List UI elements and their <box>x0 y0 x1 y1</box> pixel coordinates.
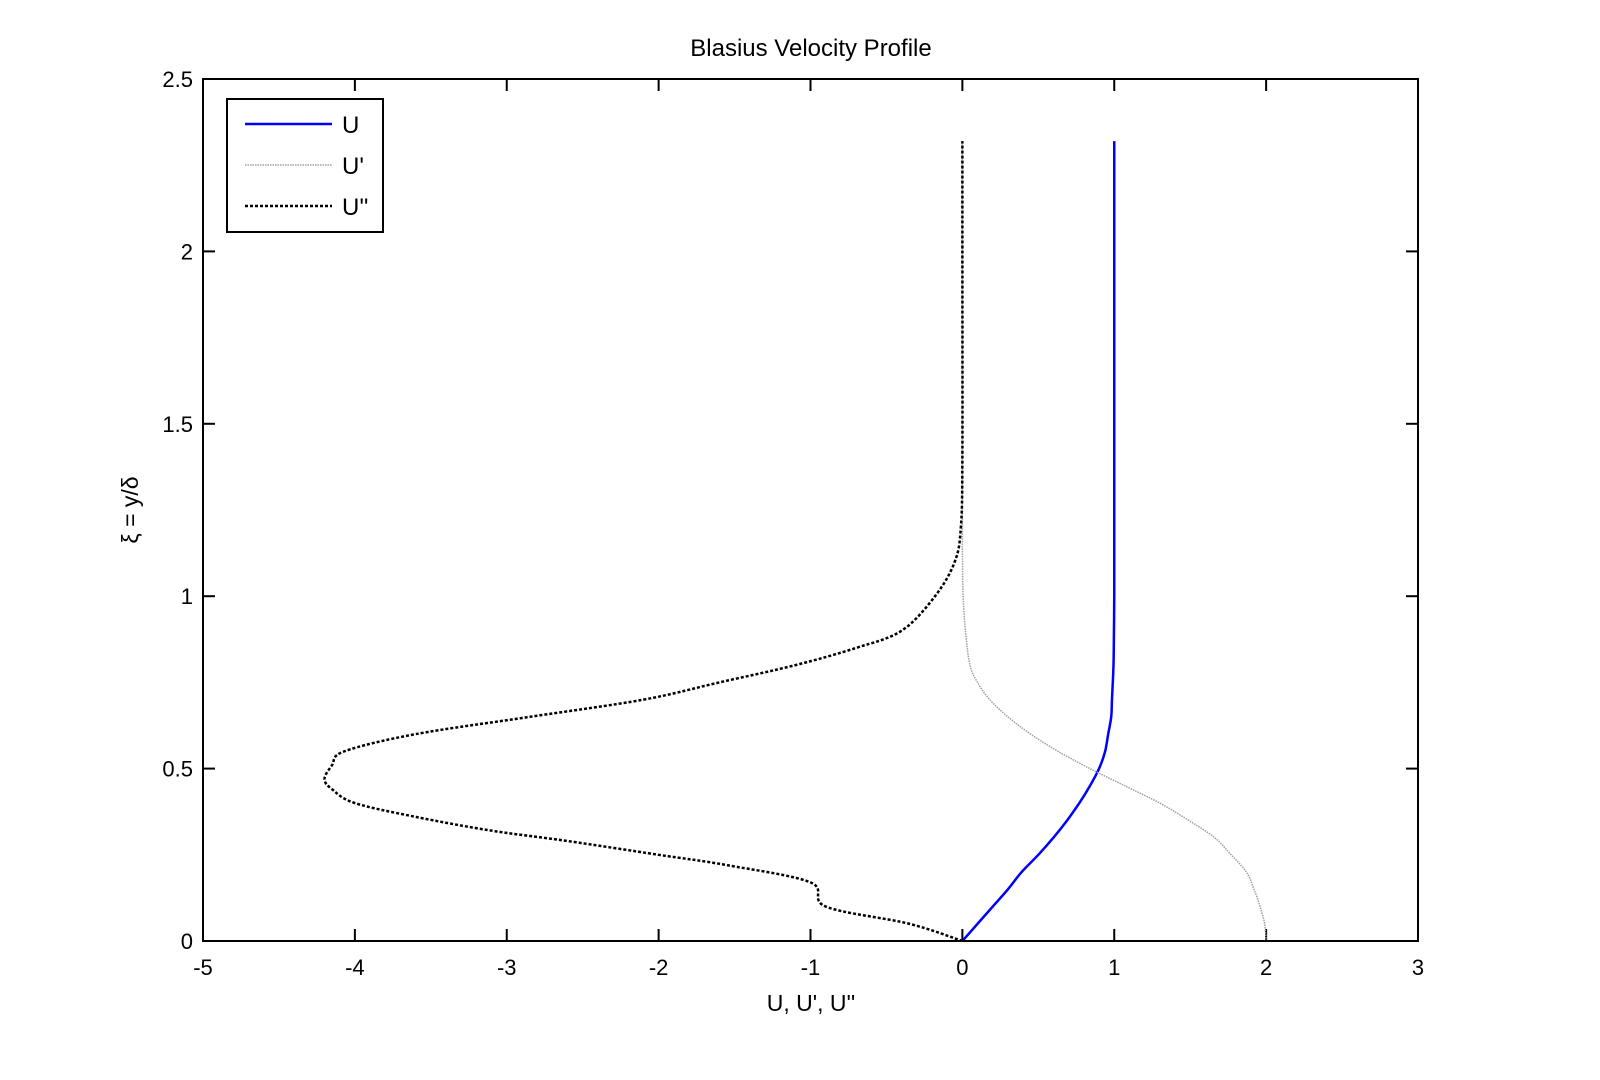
legend-label-u: U <box>342 112 359 139</box>
series-line-u <box>961 141 1116 942</box>
x-tick-label: -1 <box>801 955 821 980</box>
series-line-u-prime <box>961 141 1267 942</box>
series-line-u-double-prime <box>323 141 964 943</box>
y-tick-label: 1 <box>181 584 193 609</box>
y-tick-label: 0.5 <box>162 757 193 782</box>
x-tick-label: 0 <box>956 955 968 980</box>
legend: U U' U'' <box>226 98 384 233</box>
y-tick-label: 1.5 <box>162 412 193 437</box>
y-tick-label: 2 <box>181 239 193 264</box>
x-tick-label: 2 <box>1260 955 1272 980</box>
plot-frame <box>202 78 1419 942</box>
x-tick-label: 1 <box>1108 955 1120 980</box>
y-tick-label: 0 <box>181 929 193 954</box>
legend-label-u-double-prime: U'' <box>342 194 369 221</box>
x-tick-label: -3 <box>497 955 517 980</box>
x-axis-label: U, U', U'' <box>767 990 856 1016</box>
series-group <box>323 141 1267 943</box>
x-tick-label: -5 <box>193 955 213 980</box>
x-tick-label: -2 <box>649 955 669 980</box>
y-tick-label: 2.5 <box>162 67 193 92</box>
x-tick-label: -4 <box>345 955 365 980</box>
ticks: -5 -4 -3 -2 -1 0 1 2 3 0 0.5 1 1.5 2 2.5 <box>162 67 1424 980</box>
x-tick-label: 3 <box>1412 955 1424 980</box>
legend-label-u-prime: U' <box>342 153 364 180</box>
y-axis-label: ξ = y/δ <box>117 476 143 543</box>
chart-title: Blasius Velocity Profile <box>690 35 931 62</box>
